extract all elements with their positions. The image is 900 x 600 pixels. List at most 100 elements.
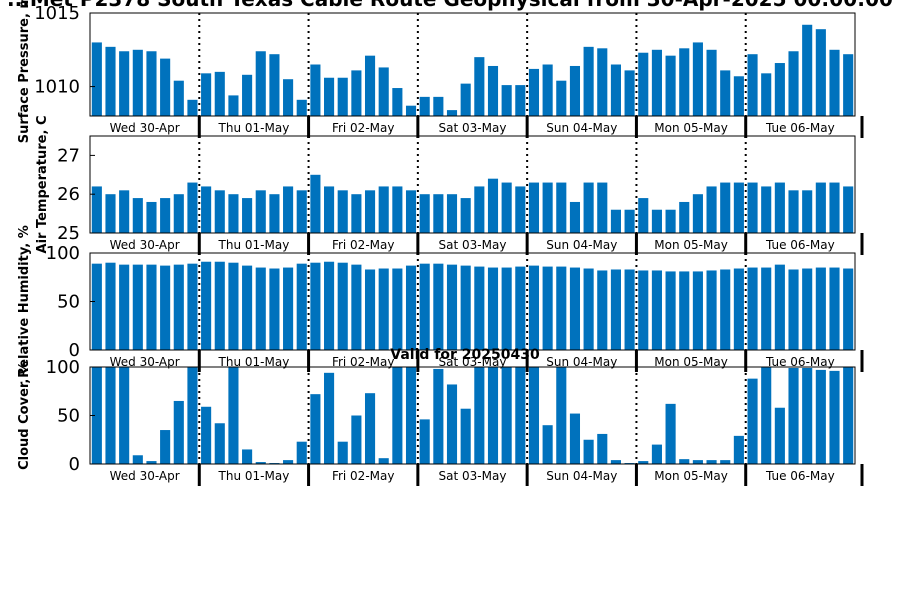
humidity-bar: [610, 269, 621, 350]
cloud-cover-bar: [392, 367, 403, 464]
temperature-day-label: Sat 03-May: [439, 238, 507, 252]
pressure-bar: [556, 80, 567, 116]
humidity-day-label: Fri 02-May: [332, 355, 395, 369]
cloud-cover-bar: [720, 460, 731, 464]
cloud-cover-bar: [337, 441, 348, 464]
pressure-bar: [364, 55, 376, 116]
temperature-axes-frame: [89, 135, 856, 234]
cloud-cover-bar: [706, 460, 717, 464]
cloud-cover-bar: [487, 367, 499, 464]
temperature-bar: [528, 182, 540, 233]
humidity-bar: [583, 268, 594, 350]
pressure-bar: [105, 46, 116, 117]
temperature-bar: [501, 182, 512, 233]
humidity-bar: [747, 267, 758, 350]
pressure-bar: [378, 67, 389, 116]
temperature-bar: [774, 182, 785, 233]
humidity-bar: [119, 264, 130, 350]
humidity-bar: [501, 267, 512, 350]
temperature-bar: [569, 201, 581, 233]
pressure-ytick-label: 1010: [34, 77, 80, 98]
temperature-bar: [364, 190, 376, 233]
humidity-bar: [720, 269, 731, 350]
pressure-bar: [119, 51, 130, 117]
pressure-bar: [146, 51, 157, 117]
humidity-bar: [132, 264, 143, 350]
humidity-panel: Wed 30-Apr Thu 01-May Fri 02-May Sat 03-May…: [17, 225, 864, 378]
cloud-cover-bar: [542, 425, 553, 464]
cloud-cover-bar: [829, 370, 840, 464]
temperature-bar: [761, 186, 772, 233]
humidity-day-label: Sat 03-May: [439, 355, 507, 369]
temperature-bar: [720, 182, 731, 233]
cloud-cover-ytick-label: 0: [69, 454, 80, 475]
cloud-cover-bar: [364, 393, 376, 464]
cloud-cover-bar: [446, 384, 458, 464]
pressure-bar: [283, 79, 294, 116]
humidity-bar: [187, 263, 198, 350]
pressure-bar: [228, 95, 239, 116]
humidity-bar: [214, 261, 225, 350]
temperature-bar: [173, 194, 184, 233]
pressure-ytick-label: 1015: [34, 3, 80, 24]
pressure-bar: [610, 64, 621, 116]
pressure-bar: [419, 96, 430, 116]
pressure-day-label: Fri 02-May: [332, 121, 395, 135]
temperature-bar: [733, 182, 744, 233]
pressure-bar: [242, 74, 253, 116]
temperature-bar: [351, 194, 362, 233]
temperature-bar: [228, 194, 239, 233]
temperature-bar: [378, 186, 389, 233]
pressure-day-label: Sat 03-May: [439, 121, 507, 135]
humidity-bar: [242, 265, 253, 350]
cloud-cover-day-label: Thu 01-May: [218, 469, 290, 483]
humidity-day-label: Thu 01-May: [218, 355, 290, 369]
humidity-bar: [419, 263, 430, 350]
pressure-bar: [829, 49, 840, 116]
humidity-day-label: Mon 05-May: [654, 355, 728, 369]
temperature-bar: [91, 186, 102, 233]
valid-date-label: Valid for 20250430: [390, 347, 540, 363]
cloud-cover-bar: [556, 367, 567, 464]
humidity-day-label: Sun 04-May: [546, 355, 617, 369]
pressure-bar: [351, 70, 362, 116]
temperature-ylabel: Air Temperature, C: [35, 116, 50, 254]
humidity-bar: [324, 261, 335, 350]
humidity-bar: [706, 270, 717, 350]
temperature-bar: [337, 190, 348, 233]
pressure-bar: [446, 110, 458, 116]
humidity-ytick-label: 0: [69, 340, 80, 361]
temperature-bar: [747, 182, 758, 233]
pressure-bar: [324, 77, 335, 116]
humidity-bar: [665, 271, 676, 350]
pressure-bar: [761, 73, 772, 116]
cloud-cover-bar: [433, 368, 444, 464]
cloud-cover-bar: [747, 378, 758, 464]
humidity-bar: [392, 268, 403, 350]
cloud-cover-bar: [132, 455, 143, 464]
temperature-bar: [214, 190, 225, 233]
cloud-cover-day-label: Sun 04-May: [546, 469, 617, 483]
pressure-bar: [214, 71, 225, 116]
cloud-cover-bar: [146, 461, 157, 464]
humidity-bar: [105, 262, 116, 350]
cloud-cover-ytick-label: 100: [46, 357, 80, 378]
pressure-panel: Wed 30-Apr Thu 01-May Fri 02-May Sat 03-May…: [17, 0, 864, 143]
humidity-bar: [433, 263, 444, 350]
temperature-bar: [542, 182, 553, 233]
cloud-cover-bar: [419, 419, 430, 464]
cloud-cover-bar: [815, 369, 826, 464]
cloud-cover-day-label: Sat 03-May: [439, 469, 507, 483]
humidity-bar: [692, 271, 703, 350]
humidity-bar: [651, 270, 662, 350]
humidity-bar: [802, 268, 813, 350]
temperature-bar: [283, 186, 294, 233]
humidity-bar: [173, 264, 184, 350]
cloud-cover-bar: [528, 367, 540, 464]
pressure-bar: [501, 85, 512, 116]
cloud-cover-bar: [119, 367, 130, 464]
pressure-bar: [392, 88, 403, 116]
cloud-cover-bar: [651, 444, 662, 464]
cloud-cover-bar: [242, 449, 253, 464]
